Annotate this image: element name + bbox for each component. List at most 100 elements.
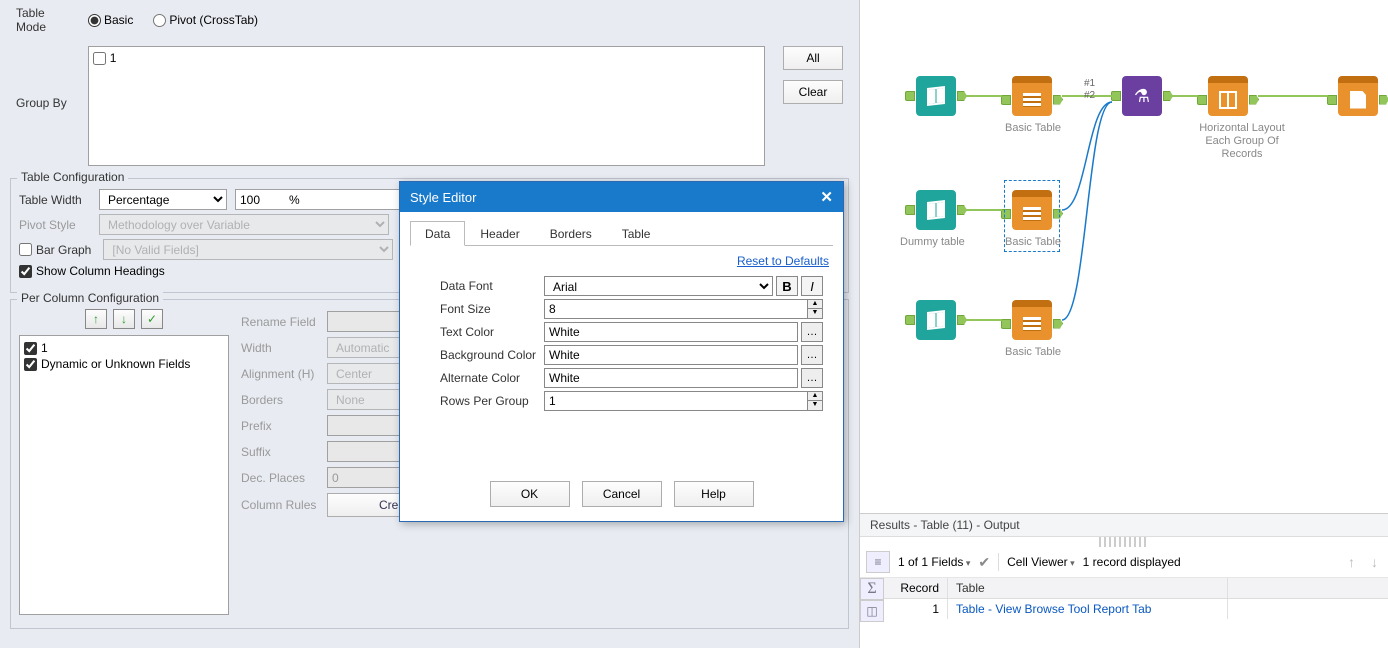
bold-button[interactable]: B	[776, 276, 798, 296]
rename-label: Rename Field	[241, 315, 327, 329]
table-width-unit-select[interactable]: Percentage	[99, 189, 227, 210]
font-size-input[interactable]	[544, 299, 808, 319]
workflow-node[interactable]	[916, 76, 956, 116]
grid-icon[interactable]: ◫	[860, 600, 884, 622]
workflow-node[interactable]	[1338, 76, 1378, 116]
text-color-picker[interactable]: …	[801, 322, 823, 342]
radio-basic-input[interactable]	[88, 14, 101, 27]
field-check-2[interactable]	[24, 358, 37, 371]
cancel-button[interactable]: Cancel	[582, 481, 662, 507]
connection-wire	[966, 95, 1002, 97]
groupby-list[interactable]: 1	[88, 46, 765, 166]
dialog-buttons: OK Cancel Help	[400, 469, 843, 521]
show-headings-check-wrap[interactable]: Show Column Headings	[19, 264, 165, 278]
table-config-title: Table Configuration	[17, 170, 128, 184]
annotation: #2	[1084, 90, 1095, 101]
bar-graph-check-wrap[interactable]: Bar Graph	[19, 243, 91, 257]
style-editor-dialog: Style Editor ✕ Data Header Borders Table…	[399, 181, 844, 522]
bg-color-row: Background Color …	[440, 345, 823, 365]
rows-per-group-spinner[interactable]: ▲▼	[808, 391, 823, 411]
results-header: Record Table	[884, 578, 1388, 599]
list-view-icon[interactable]: ≡	[866, 551, 890, 573]
workflow-node[interactable]: ⚗	[1122, 76, 1162, 116]
reset-defaults-link[interactable]: Reset to Defaults	[410, 254, 829, 268]
help-button[interactable]: Help	[674, 481, 754, 507]
bar-graph-checkbox[interactable]	[19, 243, 32, 256]
prefix-label: Prefix	[241, 419, 327, 433]
italic-button[interactable]: I	[801, 276, 823, 296]
groupby-label: Group By	[16, 46, 78, 110]
data-font-row: Data Font Arial B I	[440, 276, 823, 296]
list-item[interactable]: Dynamic or Unknown Fields	[24, 356, 224, 372]
rows-per-group-row: Rows Per Group ▲▼	[440, 391, 823, 411]
tab-data[interactable]: Data	[410, 221, 465, 246]
fields-dropdown[interactable]: 1 of 1 Fields	[898, 555, 970, 569]
bar-graph-select: [No Valid Fields]	[103, 239, 393, 260]
font-size-spinner[interactable]: ▲▼	[808, 299, 823, 319]
confirm-button[interactable]: ✓	[141, 309, 163, 329]
dialog-body: Data Header Borders Table Reset to Defau…	[400, 212, 843, 469]
workflow-node[interactable]	[1208, 76, 1248, 116]
rows-per-group-input[interactable]	[544, 391, 808, 411]
table-width-value[interactable]	[235, 189, 400, 210]
clear-button[interactable]: Clear	[783, 80, 843, 104]
dec-label: Dec. Places	[241, 471, 327, 485]
check-icon[interactable]: ✔	[978, 554, 990, 571]
field-check-1[interactable]	[24, 342, 37, 355]
move-up-button[interactable]: ↑	[85, 309, 107, 329]
close-icon[interactable]: ✕	[820, 188, 833, 206]
node-label: Basic Table	[1005, 346, 1061, 359]
pivot-style-select: Methodology over Variable	[99, 214, 389, 235]
dialog-form: Data Font Arial B I Font Size ▲▼ Text Co…	[410, 276, 833, 411]
workflow-node[interactable]	[916, 300, 956, 340]
groupby-item-label: 1	[110, 51, 117, 65]
tab-borders[interactable]: Borders	[535, 221, 607, 246]
all-button[interactable]: All	[783, 46, 843, 70]
dialog-title: Style Editor	[410, 190, 476, 205]
width-label: Width	[241, 341, 327, 355]
dialog-titlebar[interactable]: Style Editor ✕	[400, 182, 843, 212]
data-font-select[interactable]: Arial	[544, 276, 773, 296]
results-body: Σ ◫ Record Table 1 Table - View Browse T…	[860, 578, 1388, 622]
config-panel: Table Mode Basic Pivot (CrossTab) Group …	[0, 0, 860, 648]
move-down-button[interactable]: ↓	[113, 309, 135, 329]
ok-button[interactable]: OK	[490, 481, 570, 507]
results-table: Record Table 1 Table - View Browse Tool …	[884, 578, 1388, 622]
tab-header[interactable]: Header	[465, 221, 534, 246]
results-grip[interactable]	[1099, 537, 1149, 547]
col-table[interactable]: Table	[948, 578, 1228, 598]
radio-pivot[interactable]: Pivot (CrossTab)	[153, 13, 258, 27]
bg-color-picker[interactable]: …	[801, 345, 823, 365]
col-record[interactable]: Record	[884, 578, 948, 598]
bg-color-label: Background Color	[440, 348, 544, 362]
groupby-check-1[interactable]	[93, 52, 106, 65]
workflow-node[interactable]	[916, 190, 956, 230]
workflow-node[interactable]	[1012, 300, 1052, 340]
bg-color-input[interactable]	[544, 345, 798, 365]
table-row[interactable]: 1 Table - View Browse Tool Report Tab	[884, 599, 1388, 619]
list-item[interactable]: 1	[24, 340, 224, 356]
alt-color-label: Alternate Color	[440, 371, 544, 385]
next-icon[interactable]: ↓	[1367, 554, 1382, 570]
prev-icon[interactable]: ↑	[1344, 554, 1359, 570]
show-headings-checkbox[interactable]	[19, 265, 32, 278]
cell-record: 1	[884, 599, 948, 619]
cell-viewer-dropdown[interactable]: Cell Viewer	[1007, 555, 1075, 569]
groupby-item[interactable]: 1	[93, 51, 760, 65]
cell-table[interactable]: Table - View Browse Tool Report Tab	[948, 599, 1228, 619]
radio-basic[interactable]: Basic	[88, 13, 133, 27]
annotation: #1	[1084, 78, 1095, 89]
alt-color-picker[interactable]: …	[801, 368, 823, 388]
fields-list[interactable]: 1 Dynamic or Unknown Fields	[19, 335, 229, 615]
workflow-canvas[interactable]: Basic Table⚗Horizontal Layout Each Group…	[860, 0, 1388, 513]
alt-color-input[interactable]	[544, 368, 798, 388]
per-column-title: Per Column Configuration	[17, 291, 163, 305]
radio-pivot-input[interactable]	[153, 14, 166, 27]
workflow-node[interactable]	[1012, 76, 1052, 116]
connection-wire	[966, 319, 1002, 321]
tab-table[interactable]: Table	[607, 221, 666, 246]
node-label: Dummy table	[900, 236, 965, 249]
text-color-input[interactable]	[544, 322, 798, 342]
table-mode-row: Table Mode Basic Pivot (CrossTab)	[0, 0, 859, 40]
sigma-icon[interactable]: Σ	[860, 578, 884, 600]
